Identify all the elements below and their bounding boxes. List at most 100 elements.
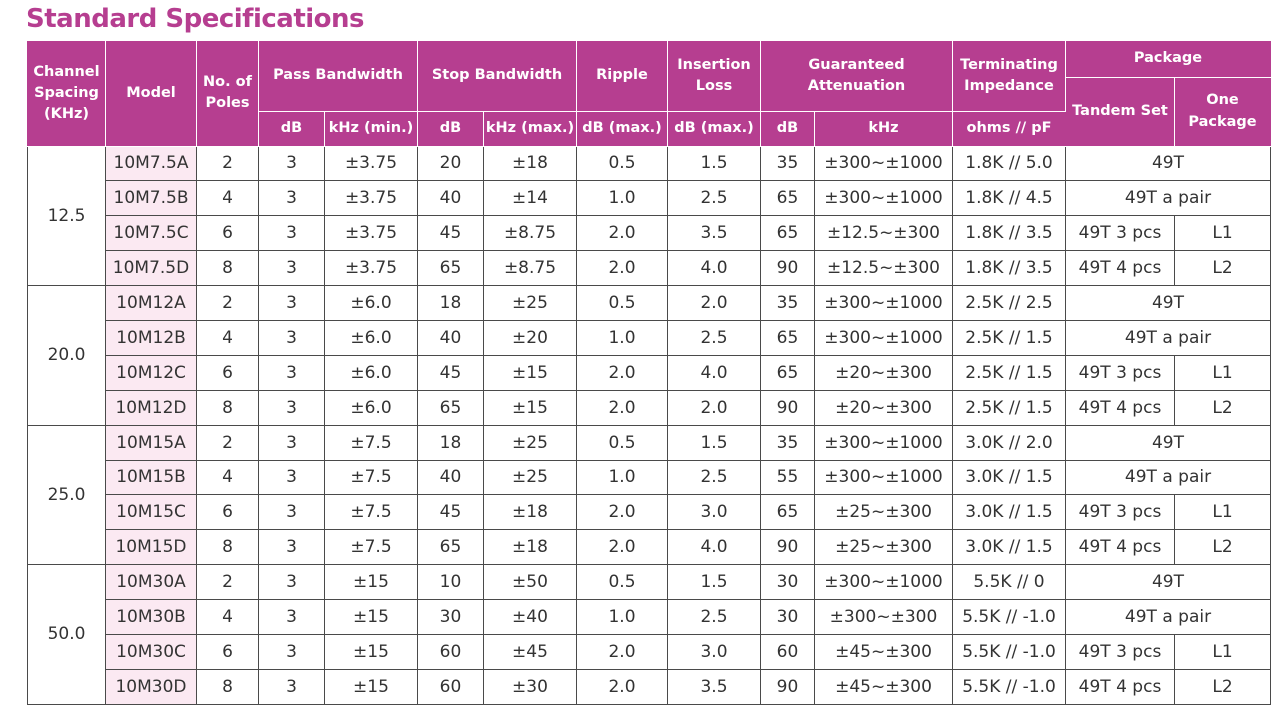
att-db-cell: 90: [760, 250, 815, 287]
stop-db-cell: 45: [417, 354, 484, 391]
stop-db-cell: 60: [417, 668, 484, 705]
impedance-cell: 1.8K // 3.5: [952, 215, 1066, 252]
one-package-cell: L1: [1173, 494, 1272, 531]
model-cell: 10M15C: [105, 494, 197, 531]
one-package-cell: L2: [1173, 668, 1272, 705]
att-db-cell: 30: [760, 599, 815, 635]
header-ripple: Ripple: [576, 41, 668, 112]
pass-db-cell: 3: [258, 494, 325, 531]
pass-db-cell: 3: [258, 424, 325, 461]
one-package-cell: L1: [1173, 633, 1272, 670]
model-cell: 10M12A: [105, 285, 197, 321]
channel-spacing-cell: 50.0: [27, 564, 106, 705]
att-khz-cell: ±300~±1000: [814, 180, 953, 217]
page-title: Standard Specifications: [26, 4, 365, 34]
att-khz-cell: ±12.5~±300: [814, 215, 953, 252]
pass-khz-cell: ±3.75: [324, 180, 418, 217]
pass-khz-cell: ±3.75: [324, 145, 418, 182]
poles-cell: 4: [196, 180, 259, 217]
att-db-cell: 35: [760, 424, 815, 461]
model-cell: 10M12C: [105, 354, 197, 391]
poles-cell: 6: [196, 494, 259, 531]
table-row: 12.5 10M7.5A 2 3 ±3.75 20 ±18 0.5 1.5 35 ±300~±100…: [27, 145, 1272, 287]
subheader-ripple: dB (max.): [576, 110, 668, 147]
poles-cell: 2: [196, 285, 259, 321]
subheader-att-db: dB: [760, 110, 815, 147]
impedance-cell: 3.0K // 1.5: [952, 494, 1066, 531]
impedance-cell: 2.5K // 1.5: [952, 354, 1066, 391]
stop-db-cell: 18: [417, 424, 484, 461]
header-package: Package: [1064, 41, 1272, 78]
one-package-cell: L1: [1173, 215, 1272, 252]
tandem-set-cell: 49T 3 pcs: [1065, 494, 1175, 531]
stop-khz-cell: ±8.75: [483, 250, 577, 287]
table-row: 10M7.5B 4 3 ±3.75 40 ±14 1.0 2.5 65 ±300~±1000 1.8…: [28, 180, 1272, 217]
stop-db-cell: 65: [417, 529, 484, 566]
pass-db-cell: 3: [258, 459, 325, 496]
subheader-insertion: dB (max.): [667, 110, 761, 147]
channel-spacing-cell: 25.0: [27, 424, 106, 566]
poles-cell: 8: [196, 529, 259, 566]
ripple-cell: 1.0: [576, 599, 668, 635]
subheader-pass-khz: kHz (min.): [324, 110, 418, 147]
channel-spacing-cell: 20.0: [27, 285, 106, 426]
insertion-cell: 2.0: [667, 285, 761, 321]
stop-db-cell: 65: [417, 389, 484, 426]
impedance-cell: 5.5K // -1.0: [952, 668, 1066, 705]
pass-khz-cell: ±6.0: [324, 319, 418, 356]
ripple-cell: 2.0: [576, 529, 668, 566]
insertion-cell: 2.5: [667, 180, 761, 217]
pass-khz-cell: ±3.75: [324, 215, 418, 252]
model-cell: 10M30B: [105, 599, 197, 635]
pass-khz-cell: ±7.5: [324, 459, 418, 496]
package-cell: 49T: [1064, 564, 1272, 601]
att-db-cell: 65: [760, 319, 815, 356]
impedance-cell: 1.8K // 4.5: [952, 180, 1066, 217]
pass-khz-cell: ±15: [324, 668, 418, 705]
impedance-cell: 5.5K // -1.0: [952, 633, 1066, 670]
impedance-cell: 5.5K // 0: [952, 564, 1066, 601]
att-db-cell: 65: [760, 180, 815, 217]
att-khz-cell: ±300~±1000: [814, 424, 953, 461]
header-stop-bandwidth: Stop Bandwidth: [417, 41, 577, 112]
stop-khz-cell: ±15: [483, 389, 577, 426]
stop-db-cell: 10: [417, 564, 484, 601]
att-khz-cell: ±45~±300: [814, 633, 953, 670]
pass-db-cell: 3: [258, 180, 325, 217]
insertion-cell: 2.0: [667, 389, 761, 426]
table-row: 20.0 10M12A 2 3 ±6.0 18 ±25 0.5 2.0 35 ±300~±1000 2…: [27, 285, 1272, 426]
insertion-cell: 3.0: [667, 494, 761, 531]
insertion-cell: 2.5: [667, 459, 761, 496]
stop-khz-cell: ±20: [483, 319, 577, 356]
stop-khz-cell: ±45: [483, 633, 577, 670]
stop-db-cell: 45: [417, 215, 484, 252]
impedance-cell: 2.5K // 2.5: [952, 285, 1066, 321]
one-package-cell: L1: [1173, 354, 1272, 391]
pass-db-cell: 3: [258, 215, 325, 252]
table-row: 10M7.5D 8 3 ±3.75 65 ±8.75 2.0 4.0 90 ±12.5~±300 1…: [28, 250, 1272, 287]
subheader-stop-db: dB: [417, 110, 484, 147]
package-cell: 49T a pair: [1064, 180, 1272, 217]
model-cell: 10M15D: [105, 529, 197, 566]
stop-khz-cell: ±18: [483, 529, 577, 566]
model-cell: 10M30A: [105, 564, 197, 601]
poles-cell: 8: [196, 389, 259, 426]
table-header: Channel Spacing (KHz) Model No. of Poles…: [27, 41, 1272, 147]
poles-cell: 4: [196, 459, 259, 496]
stop-khz-cell: ±8.75: [483, 215, 577, 252]
subheader-pass-db: dB: [258, 110, 325, 147]
model-cell: 10M12B: [105, 319, 197, 356]
subheader-impedance: ohms // pF: [952, 110, 1066, 147]
pass-khz-cell: ±3.75: [324, 250, 418, 287]
header-insertion-loss: Insertion Loss: [667, 41, 761, 112]
insertion-cell: 4.0: [667, 250, 761, 287]
impedance-cell: 5.5K // -1.0: [952, 599, 1066, 635]
ripple-cell: 2.0: [576, 354, 668, 391]
pass-db-cell: 3: [258, 389, 325, 426]
att-khz-cell: ±300~±1000: [814, 459, 953, 496]
poles-cell: 4: [196, 599, 259, 635]
att-khz-cell: ±25~±300: [814, 529, 953, 566]
pass-khz-cell: ±6.0: [324, 389, 418, 426]
stop-db-cell: 40: [417, 319, 484, 356]
att-khz-cell: ±300~±1000: [814, 145, 953, 182]
